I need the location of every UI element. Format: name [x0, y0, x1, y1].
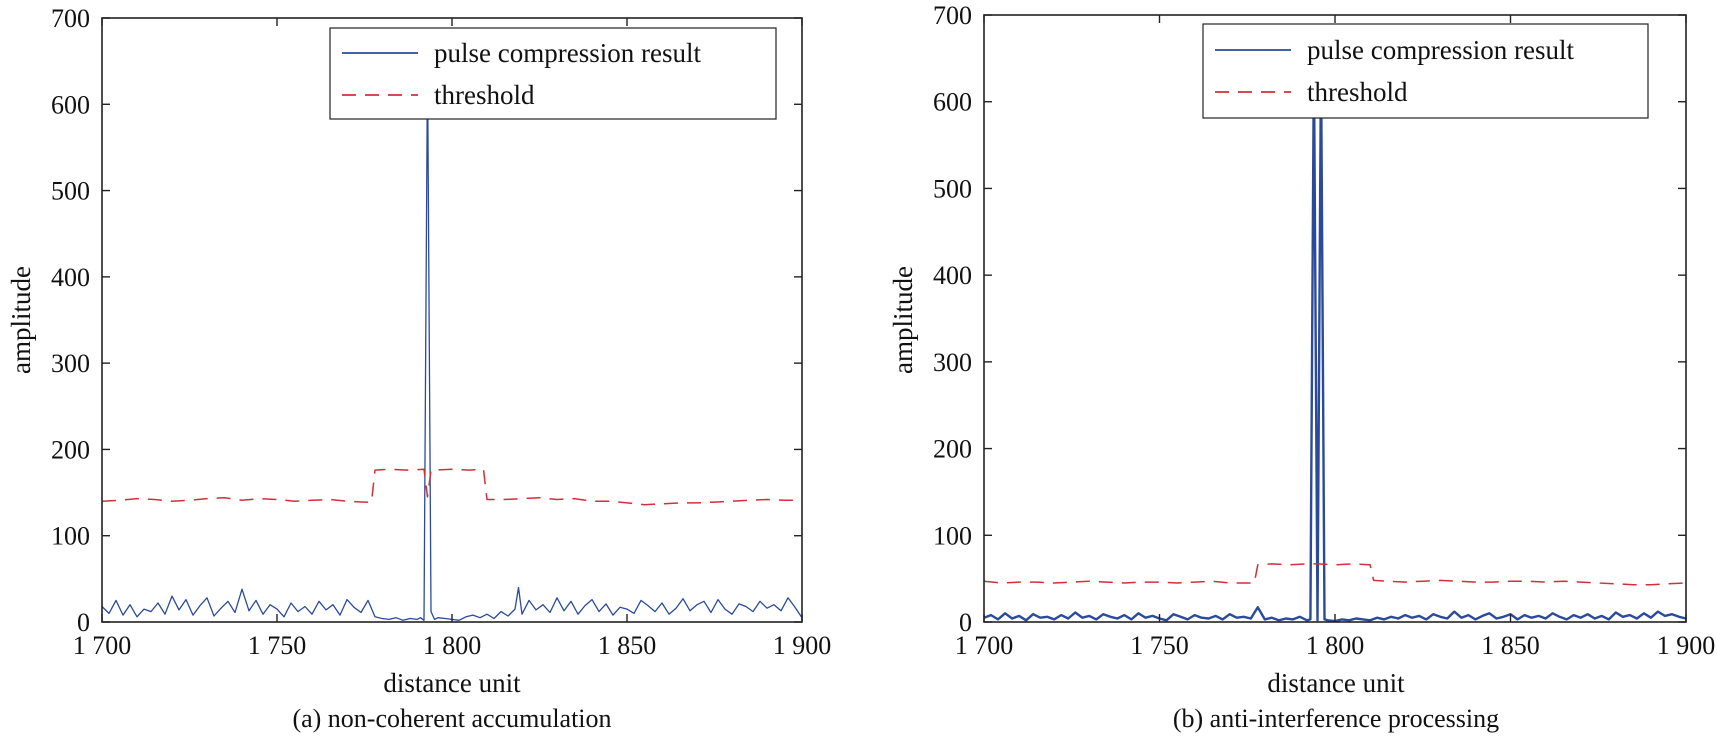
- panel-b-y-tick-label: 700: [933, 1, 972, 30]
- panel-a-x-tick-label: 1 850: [598, 631, 657, 660]
- panel-a-y-ticks: 0 100 200 300 400 500 600 700: [51, 4, 802, 637]
- panel-b-legend-label-pulse: pulse compression result: [1307, 35, 1574, 65]
- panel-a-x-tick-label: 1 800: [423, 631, 482, 660]
- panel-a-y-tick-label: 200: [51, 435, 90, 464]
- panel-b-legend-label-threshold: threshold: [1307, 77, 1408, 107]
- panel-b-x-ticks: 1 700 1 750 1 800 1 850 1 900: [955, 15, 1716, 660]
- panel-b-series-threshold: [983, 563, 1687, 586]
- panel-b-x-tick-label: 1 850: [1481, 631, 1540, 660]
- panel-b-y-tick-label: 500: [933, 174, 972, 203]
- panel-a-y-tick-label: 400: [51, 263, 90, 292]
- panel-b-x-tick-label: 1 750: [1130, 631, 1189, 660]
- panel-b-series-pulse-compression-line: [983, 57, 1687, 623]
- panel-b-x-tick-label: 1 800: [1306, 631, 1365, 660]
- panel-b-legend: pulse compression result threshold: [1202, 23, 1649, 119]
- panel-a-y-tick-label: 100: [51, 522, 90, 551]
- panel-a-x-tick-label: 1 900: [773, 631, 832, 660]
- panel-b-y-tick-label: 400: [933, 261, 972, 290]
- panel-b-y-tick-label: 600: [933, 88, 972, 117]
- panel-a-x-tick-label: 1 750: [248, 631, 307, 660]
- panel-a-legend-label-threshold: threshold: [434, 80, 535, 110]
- panel-b-x-tick-label: 1 900: [1657, 631, 1716, 660]
- panel-b-x-tick-label: 1 700: [955, 631, 1014, 660]
- panel-a-series-layer: [101, 60, 803, 621]
- panel-b-series-layer: [983, 57, 1687, 623]
- panel-b-y-tick-label: 0: [959, 608, 972, 637]
- panel-a-y-tick-label: 500: [51, 177, 90, 206]
- panel-a-x-axis-label: distance unit: [383, 668, 521, 698]
- panel-a-series-threshold: [101, 468, 802, 506]
- panel-b-caption: (b) anti-interference processing: [1173, 704, 1499, 733]
- panel-b-legend-box: [1202, 23, 1649, 119]
- panel-b-x-axis-label: distance unit: [1267, 668, 1405, 698]
- panel-a-y-tick-label: 300: [51, 349, 90, 378]
- panel-a-caption: (a) non-coherent accumulation: [292, 704, 611, 733]
- panel-a-series-pulse-compression-line: [101, 60, 803, 621]
- panel-b-y-tick-label: 100: [933, 521, 972, 550]
- panel-b-y-ticks: 0 100 200 300 400 500 600 700: [933, 1, 1686, 637]
- panel-a-legend-box: [329, 27, 777, 120]
- panel-a-y-tick-label: 0: [77, 608, 90, 637]
- panel-a-y-axis-label: amplitude: [6, 266, 36, 374]
- panel-a-legend-label-pulse: pulse compression result: [434, 38, 701, 68]
- panel-a-legend: pulse compression result threshold: [329, 27, 777, 120]
- panel-b-y-tick-label: 200: [933, 435, 972, 464]
- panel-a-y-tick-label: 600: [51, 90, 90, 119]
- panel-b-y-tick-label: 300: [933, 348, 972, 377]
- panel-a-y-tick-label: 700: [51, 4, 90, 33]
- panel-a-x-tick-label: 1 700: [73, 631, 132, 660]
- panel-b-y-axis-label: amplitude: [888, 266, 918, 374]
- panel-a-x-ticks: 1 700 1 750 1 800 1 850 1 900: [73, 18, 832, 660]
